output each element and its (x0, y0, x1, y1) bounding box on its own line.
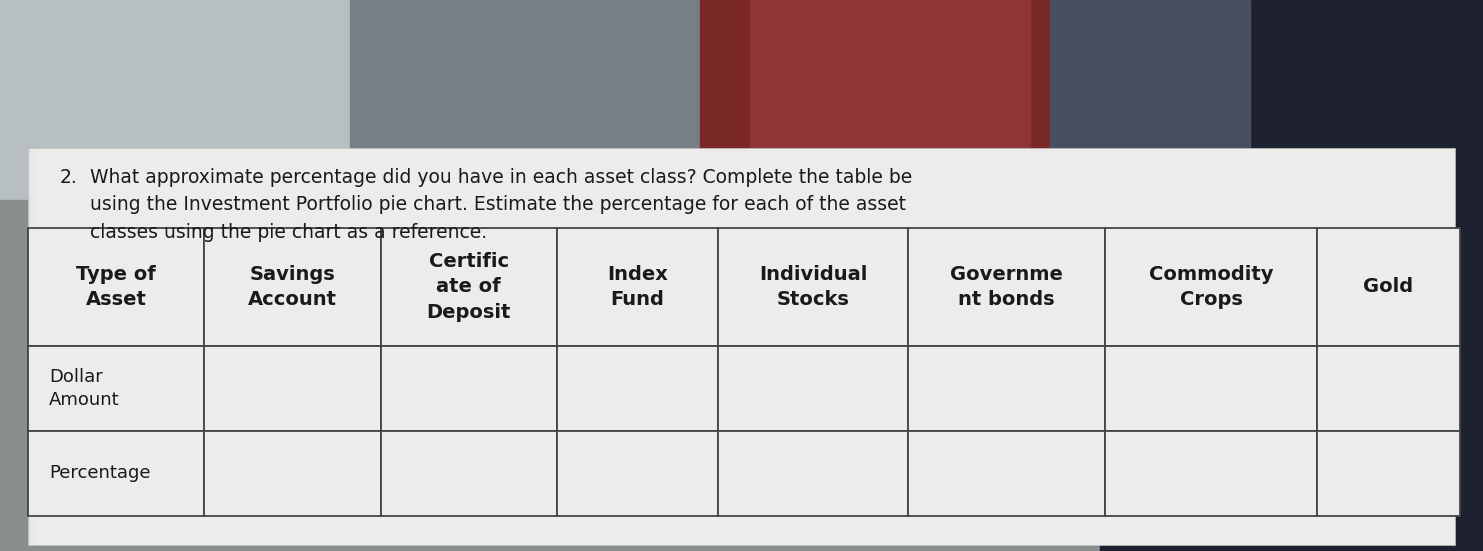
Text: Individual
Stocks: Individual Stocks (759, 264, 868, 309)
Text: What approximate percentage did you have in each asset class? Complete the table: What approximate percentage did you have… (90, 168, 912, 241)
Bar (700, 0, 1180, 200)
Bar (28, 228, 205, 346)
Bar (750, 0, 1031, 150)
Bar (381, 431, 558, 516)
Bar (1317, 228, 1459, 346)
Bar (718, 431, 909, 516)
Bar (205, 228, 381, 346)
Bar (28, 431, 205, 516)
Bar (909, 431, 1105, 516)
Bar (381, 228, 558, 346)
Text: Gold: Gold (1363, 278, 1413, 296)
Bar (28, 148, 1455, 545)
Bar (558, 431, 718, 516)
Bar (0, 0, 521, 200)
Text: Governme
nt bonds: Governme nt bonds (951, 264, 1063, 309)
Bar (205, 346, 381, 431)
Text: Commodity
Crops: Commodity Crops (1149, 264, 1274, 309)
Bar (1105, 228, 1317, 346)
Text: Certific
ate of
Deposit: Certific ate of Deposit (427, 252, 512, 322)
Bar (1317, 346, 1459, 431)
Bar (718, 346, 909, 431)
Bar (909, 228, 1105, 346)
Bar (1317, 431, 1459, 516)
Bar (205, 431, 381, 516)
Bar (558, 228, 718, 346)
Text: Type of
Asset: Type of Asset (76, 264, 156, 309)
Bar (718, 228, 909, 346)
Bar (381, 346, 558, 431)
Bar (909, 346, 1105, 431)
Bar (558, 346, 718, 431)
Bar (0, 200, 1483, 551)
Text: Dollar
Amount: Dollar Amount (49, 368, 120, 409)
Text: Percentage: Percentage (49, 464, 151, 483)
Bar (350, 0, 850, 180)
Bar (1105, 346, 1317, 431)
Bar (1100, 0, 1483, 551)
Bar (0, 0, 380, 551)
Text: Index
Fund: Index Fund (607, 264, 667, 309)
Bar (1105, 431, 1317, 516)
Bar (1050, 0, 1250, 200)
Text: 2.: 2. (59, 168, 77, 187)
Bar (28, 346, 205, 431)
Bar (830, 0, 1261, 250)
Text: Savings
Account: Savings Account (248, 264, 337, 309)
